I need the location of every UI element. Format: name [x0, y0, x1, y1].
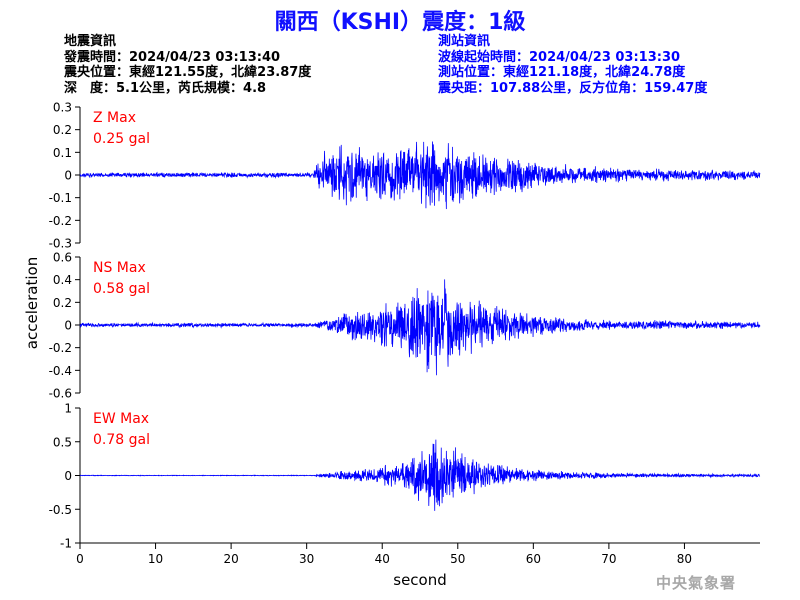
y-tick-label: -0.2	[49, 214, 72, 228]
x-tick-label: 60	[526, 552, 541, 566]
max-label-ew: EW Max	[93, 411, 149, 427]
agency-logo-text: 中央氣象署	[656, 574, 737, 592]
y-tick-label: 0.2	[53, 296, 72, 310]
y-tick-label: 0	[64, 319, 72, 333]
max-value-ns: 0.58 gal	[93, 281, 150, 297]
station-info: 測站資訊 波線起始時間：2024/04/23 03:13:30 測站位置：東經1…	[438, 34, 707, 96]
epicentral-distance: 震央距：107.88公里，反方位角：159.47度	[438, 80, 708, 96]
x-tick-label: 10	[148, 552, 163, 566]
quake-info: 地震資訊 發震時間：2024/04/23 03:13:40 震央位置：東經121…	[64, 34, 311, 96]
y-tick-label: -0.4	[49, 364, 72, 378]
y-tick-label: -0.5	[49, 503, 72, 517]
quake-time: 發震時間：2024/04/23 03:13:40	[64, 49, 281, 65]
y-tick-label: 1	[64, 402, 72, 416]
y-tick-label: -0.6	[49, 387, 72, 401]
x-tick-label: 0	[76, 552, 84, 566]
y-tick-label: -0.1	[49, 191, 72, 205]
y-tick-label: 0.3	[53, 101, 72, 115]
y-tick-label: 0	[64, 169, 72, 183]
max-value-z: 0.25 gal	[93, 131, 150, 147]
waveform-trace-ns	[79, 279, 761, 376]
waveform-trace-z	[79, 141, 761, 210]
y-tick-label: 0.1	[53, 146, 72, 160]
y-tick-label: -0.2	[49, 341, 72, 355]
x-tick-label: 30	[299, 552, 314, 566]
quake-depth-magnitude: 深 度：5.1公里，芮氏規模：4.8	[64, 80, 267, 96]
max-label-ns: NS Max	[93, 260, 146, 276]
station-info-heading: 測站資訊	[438, 34, 491, 49]
y-tick-label: 0.5	[53, 435, 72, 449]
quake-info-heading: 地震資訊	[64, 34, 117, 49]
station-location: 測站位置：東經121.18度，北緯24.78度	[438, 65, 686, 80]
y-tick-label: 0.2	[53, 123, 72, 137]
y-axis-label: acceleration	[23, 257, 41, 349]
x-tick-label: 20	[223, 552, 238, 566]
x-tick-label: 50	[450, 552, 465, 566]
wave-start-time: 波線起始時間：2024/04/23 03:13:30	[438, 49, 681, 65]
y-tick-label: 0.6	[53, 251, 72, 265]
x-axis-label: second	[393, 571, 447, 589]
max-value-ew: 0.78 gal	[93, 432, 150, 448]
y-tick-label: 0.4	[53, 273, 72, 287]
page-title: 關西（KSHI）震度：1級	[274, 10, 526, 35]
waveform-trace-ew	[79, 439, 761, 511]
y-tick-label: -1	[60, 537, 72, 551]
max-label-z: Z Max	[93, 110, 136, 126]
x-tick-label: 70	[601, 552, 616, 566]
x-tick-label: 80	[677, 552, 692, 566]
x-tick-label: 40	[375, 552, 390, 566]
y-tick-label: -0.3	[49, 237, 72, 251]
y-tick-label: 0	[64, 469, 72, 483]
quake-location: 震央位置：東經121.55度，北緯23.87度	[64, 65, 312, 80]
